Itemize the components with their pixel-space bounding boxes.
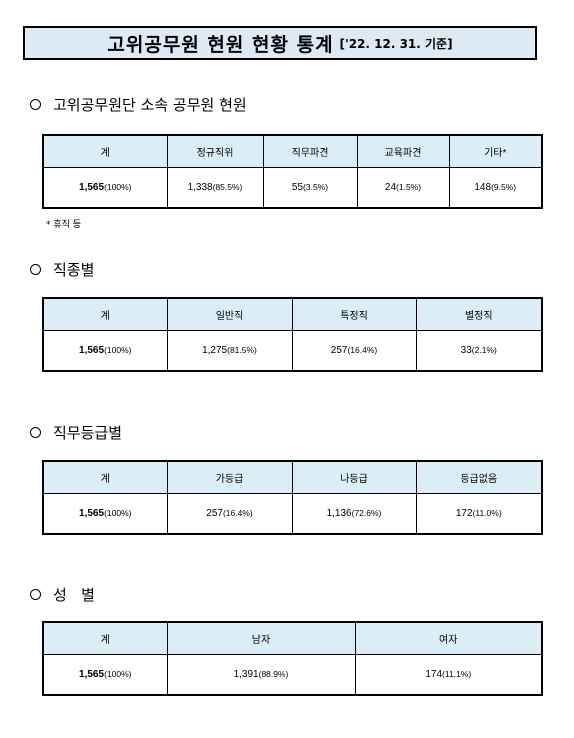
data-cell: 1,136(72.6%)	[291, 493, 417, 535]
table-header-row: 계 가등급 나등급 등급없음	[42, 460, 543, 494]
data-cell: 257(16.4%)	[166, 493, 293, 535]
total-cell: 1,565(100%)	[42, 330, 168, 372]
header-cell: 직무파견	[262, 134, 358, 168]
table-header-row: 계 남자 여자	[42, 621, 543, 655]
cell-percent: (16.4%)	[222, 508, 253, 518]
section-heading-job-type: 직종별	[30, 259, 94, 280]
data-cell: 148(9.5%)	[448, 167, 543, 209]
footnote: * 휴직 등	[46, 220, 82, 230]
cell-percent: (100%)	[104, 182, 132, 192]
cell-percent: (85.5%)	[212, 182, 243, 192]
table-row: 1,565(100%) 1,275(81.5%) 257(16.4%) 33(2…	[42, 330, 543, 372]
table-header-row: 계 정규직위 직무파견 교육파견 기타*	[42, 134, 543, 168]
table-row: 1,565(100%) 1,391(88.9%) 174(11.1%)	[42, 654, 543, 696]
circle-bullet-icon	[30, 99, 41, 110]
page-title: 고위공무원 현원 현황 통계	[107, 33, 334, 56]
data-cell: 1,391(88.9%)	[166, 654, 356, 696]
data-cell: 33(2.1%)	[415, 330, 543, 372]
circle-bullet-icon	[30, 264, 41, 275]
header-cell: 교육파견	[356, 134, 450, 168]
cell-value: 1,565	[79, 182, 105, 193]
table-header-row: 계 일반직 특정직 별정직	[42, 297, 543, 331]
circle-bullet-icon	[30, 427, 41, 438]
cell-value: 1,275	[202, 345, 228, 356]
data-cell: 257(16.4%)	[291, 330, 417, 372]
data-cell: 1,338(85.5%)	[166, 167, 264, 209]
job-type-table: 계 일반직 특정직 별정직 1,565(100%) 1,275(81.5%) 2…	[42, 297, 543, 372]
header-cell: 특정직	[291, 297, 417, 331]
header-cell: 일반직	[166, 297, 293, 331]
data-cell: 55(3.5%)	[262, 167, 358, 209]
total-cell: 1,565(100%)	[42, 654, 168, 696]
cell-percent: (11.0%)	[472, 508, 502, 518]
cell-percent: (16.4%)	[347, 345, 378, 355]
header-cell: 정규직위	[166, 134, 264, 168]
cell-percent: (2.1%)	[471, 345, 497, 355]
cell-percent: (100%)	[104, 669, 132, 679]
cell-value: 1,565	[79, 345, 105, 356]
cell-value: 33	[460, 345, 472, 356]
cell-value: 1,391	[233, 669, 259, 680]
data-cell: 172(11.0%)	[415, 493, 543, 535]
cell-percent: (11.1%)	[442, 669, 472, 679]
section-title: 직종별	[53, 261, 95, 279]
cell-value: 1,565	[79, 669, 105, 680]
header-cell: 계	[42, 460, 168, 494]
cell-value: 257	[330, 345, 348, 356]
data-cell: 24(1.5%)	[356, 167, 450, 209]
table-row: 1,565(100%) 257(16.4%) 1,136(72.6%) 172(…	[42, 493, 543, 535]
data-cell: 1,275(81.5%)	[166, 330, 293, 372]
header-cell: 별정직	[415, 297, 543, 331]
cell-percent: (100%)	[104, 508, 132, 518]
header-cell: 나등급	[291, 460, 417, 494]
page-title-box: 고위공무원 현원 현황 통계 ['22. 12. 31. 기준]	[23, 26, 537, 60]
header-cell: 계	[42, 134, 168, 168]
section-heading-grade: 직무등급별	[30, 422, 122, 443]
section-heading-affiliation: 고위공무원단 소속 공무원 현원	[30, 94, 247, 115]
page-title-date: ['22. 12. 31. 기준]	[339, 36, 453, 51]
section-title: 고위공무원단 소속 공무원 현원	[53, 96, 247, 114]
cell-percent: (100%)	[104, 345, 132, 355]
cell-percent: (9.5%)	[491, 182, 517, 192]
total-cell: 1,565(100%)	[42, 167, 168, 209]
header-cell: 등급없음	[415, 460, 543, 494]
grade-table: 계 가등급 나등급 등급없음 1,565(100%) 257(16.4%) 1,…	[42, 460, 543, 535]
header-cell: 기타*	[448, 134, 543, 168]
gender-table: 계 남자 여자 1,565(100%) 1,391(88.9%) 174(11.…	[42, 621, 543, 696]
cell-value: 1,338	[187, 182, 213, 193]
header-cell: 계	[42, 621, 168, 655]
cell-value: 24	[384, 182, 397, 193]
cell-value: 257	[206, 508, 223, 519]
total-cell: 1,565(100%)	[42, 493, 168, 535]
section-title: 성 별	[53, 586, 95, 604]
header-cell: 가등급	[166, 460, 293, 494]
table-row: 1,565(100%) 1,338(85.5%) 55(3.5%) 24(1.5…	[42, 167, 543, 209]
cell-value: 55	[291, 182, 304, 193]
header-cell: 남자	[166, 621, 356, 655]
cell-value: 172	[455, 508, 473, 519]
affiliation-table: 계 정규직위 직무파견 교육파견 기타* 1,565(100%) 1,338(8…	[42, 134, 543, 209]
header-cell: 계	[42, 297, 168, 331]
cell-value: 1,136	[326, 508, 352, 519]
cell-value: 148	[474, 182, 492, 193]
cell-value: 174	[425, 669, 443, 680]
section-title: 직무등급별	[53, 424, 123, 442]
header-cell: 여자	[354, 621, 543, 655]
cell-percent: (72.6%)	[351, 508, 382, 518]
cell-percent: (3.5%)	[303, 182, 329, 192]
cell-percent: (1.5%)	[396, 182, 422, 192]
data-cell: 174(11.1%)	[354, 654, 543, 696]
cell-value: 1,565	[79, 508, 105, 519]
cell-percent: (81.5%)	[227, 345, 257, 355]
cell-percent: (88.9%)	[258, 669, 289, 679]
section-heading-gender: 성 별	[30, 584, 95, 605]
circle-bullet-icon	[30, 589, 41, 600]
